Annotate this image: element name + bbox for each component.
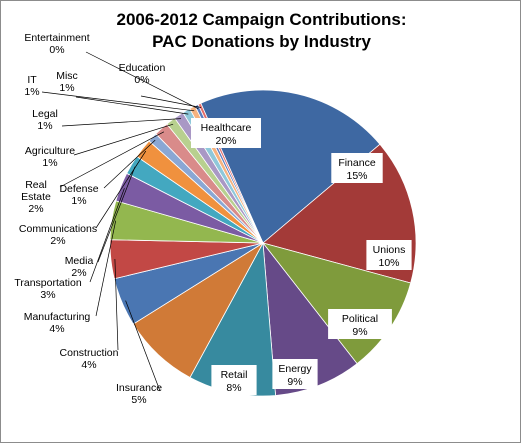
leader-line-manufacturing [95,220,117,317]
slice-value-agriculture: 1% [42,157,57,169]
slice-value-political: 9% [352,326,367,338]
slice-name-real-estate-1: Estate [21,191,51,203]
slice-name-finance: Finance [338,157,376,169]
slice-name-construction: Construction [60,347,119,359]
leader-line-real-estate [59,131,165,188]
slice-value-legal: 1% [37,120,52,132]
slice-name-entertainment: Entertainment [24,32,89,44]
chart-title-line-1: 2006-2012 Campaign Contributions: [116,10,407,29]
slice-value-real-estate: 2% [28,203,43,215]
data-label-box-political [328,309,392,339]
slice-value-retail: 8% [226,382,241,394]
data-label-box-unions [366,240,412,270]
slice-name-agriculture: Agriculture [25,145,75,157]
slice-name-political: Political [342,313,378,325]
slice-value-education: 0% [134,74,149,86]
leader-line-insurance [125,300,161,392]
slice-value-defense: 1% [71,195,86,207]
slice-value-finance: 15% [346,170,367,182]
slice-value-manufacturing: 4% [49,323,64,335]
slice-name-it: IT [27,74,37,86]
leader-line-communications [95,150,147,229]
leader-line-legal [61,118,182,127]
leader-line-it [41,91,195,112]
slice-value-energy: 9% [287,376,302,388]
slice-value-healthcare: 20% [215,135,236,147]
leader-lines [41,51,202,392]
leader-line-transportation [89,188,125,283]
slice-name-retail: Retail [221,369,248,381]
leader-line-construction [114,258,119,351]
slice-value-misc: 1% [59,82,74,94]
slice-name-communications: Communications [19,223,97,235]
slice-name-insurance: Insurance [116,382,162,394]
data-label-box-finance [331,153,383,183]
leader-line-defense [103,139,156,189]
slice-value-it: 1% [24,86,39,98]
chart-title: 2006-2012 Campaign Contributions: PAC Do… [1,9,521,53]
slice-value-insurance: 5% [131,394,146,406]
slice-name-healthcare: Healthcare [201,122,252,134]
slice-name-media: Media [65,255,94,267]
slice-name-defense: Defense [59,183,98,195]
slice-name-transportation: Transportation [14,277,81,289]
slice-value-entertainment: 0% [49,44,64,56]
slice-name-manufacturing: Manufacturing [24,311,91,323]
leader-line-education [140,95,202,108]
leader-line-media [97,166,136,263]
leader-line-agriculture [73,123,174,156]
slice-value-media: 2% [71,267,86,279]
slice-value-construction: 4% [81,359,96,371]
slice-name-real-estate-0: Real [25,179,47,191]
pie-slice-political [262,241,358,396]
data-label-box-healthcare [191,118,261,148]
slice-value-unions: 10% [378,257,399,269]
slice-value-communications: 2% [50,235,65,247]
slice-value-transportation: 3% [40,289,55,301]
slice-name-unions: Unions [373,244,406,256]
slice-name-misc: Misc [56,70,78,82]
slice-name-education: Education [119,62,166,74]
data-label-box-energy [272,359,318,389]
data-label-box-retail [211,365,257,395]
slice-name-legal: Legal [32,108,58,120]
chart-title-line-2: PAC Donations by Industry [152,32,371,51]
slice-name-energy: Energy [278,363,312,375]
leader-line-entertainment [85,51,199,110]
leader-line-misc [75,96,189,115]
